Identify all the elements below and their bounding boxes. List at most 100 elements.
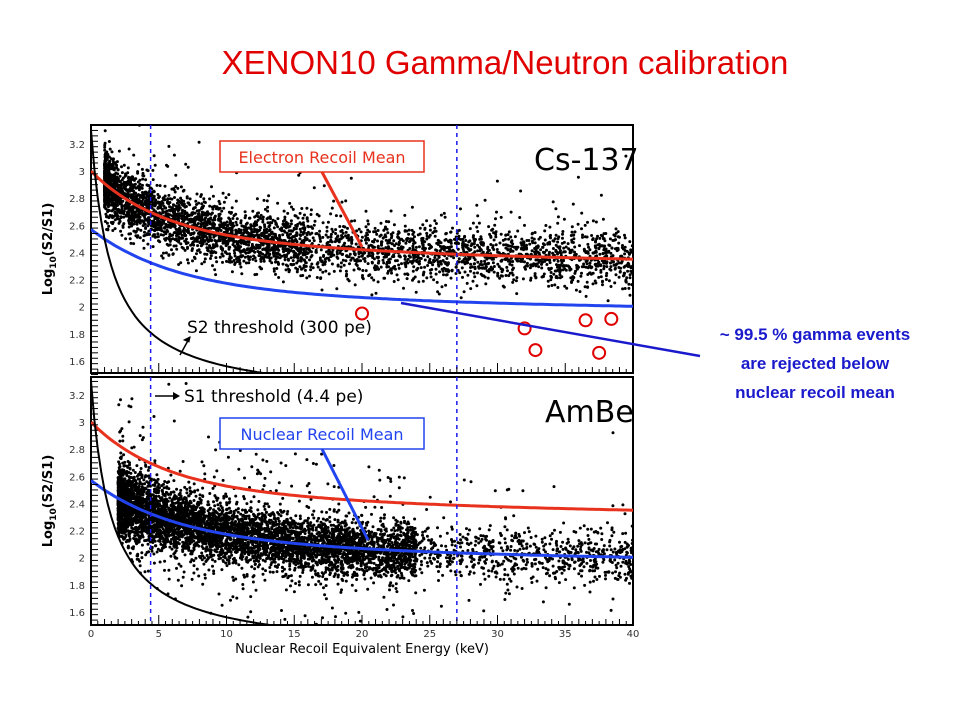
data-point (556, 265, 560, 269)
data-point (110, 150, 114, 154)
data-point (406, 237, 410, 240)
data-point (349, 176, 353, 180)
data-point (556, 221, 560, 225)
data-point (591, 251, 595, 255)
data-point (107, 161, 111, 165)
data-point (471, 279, 475, 283)
data-point (441, 245, 445, 249)
data-point (604, 278, 608, 281)
data-point (607, 243, 611, 247)
data-point (141, 197, 145, 201)
data-point (617, 241, 621, 245)
data-point (554, 250, 558, 253)
data-point (114, 176, 118, 180)
data-point (617, 275, 621, 279)
data-point (473, 250, 477, 254)
data-point (583, 223, 587, 227)
data-point (509, 249, 513, 253)
data-point (233, 263, 237, 266)
data-point (581, 235, 584, 239)
data-point (141, 224, 145, 228)
data-point (299, 234, 303, 237)
data-point (489, 235, 493, 239)
data-point (543, 229, 547, 233)
data-point (298, 237, 302, 241)
data-point (330, 227, 334, 231)
data-point (308, 274, 311, 278)
data-point (250, 244, 254, 248)
data-point (458, 533, 462, 536)
data-point (307, 248, 311, 251)
data-point (556, 215, 560, 219)
data-point (547, 267, 551, 270)
data-point (106, 165, 110, 168)
data-point (188, 220, 192, 224)
data-point (408, 255, 412, 259)
data-point (614, 263, 618, 267)
data-point (117, 208, 121, 212)
data-point (386, 239, 390, 243)
data-point (364, 234, 368, 238)
data-point (298, 517, 302, 521)
data-point (419, 266, 423, 270)
data-point (251, 209, 255, 213)
data-point (230, 222, 234, 226)
data-point (557, 235, 561, 239)
data-point (623, 252, 627, 256)
data-point (239, 219, 243, 223)
data-point (292, 249, 296, 253)
data-point (386, 241, 390, 245)
data-point (330, 606, 334, 610)
data-point (208, 204, 212, 208)
data-point (340, 200, 344, 204)
data-point (276, 217, 280, 221)
data-point (586, 220, 589, 224)
data-point (228, 226, 232, 230)
data-point (197, 140, 201, 144)
data-point (588, 261, 592, 265)
data-point (359, 230, 363, 234)
data-point (193, 257, 197, 260)
data-point (422, 270, 426, 274)
data-point (514, 257, 518, 261)
data-point (305, 246, 308, 250)
data-point (248, 216, 252, 220)
data-point (559, 264, 563, 267)
data-point (215, 260, 219, 264)
data-point (383, 235, 387, 239)
data-point (623, 245, 627, 249)
data-point (548, 242, 552, 246)
data-point (397, 236, 401, 240)
data-point (289, 584, 292, 588)
data-point (141, 183, 144, 187)
data-point (554, 207, 558, 211)
data-point (109, 165, 113, 169)
data-point (536, 250, 540, 254)
data-point (185, 196, 189, 200)
data-point (222, 200, 226, 204)
data-point (444, 238, 448, 241)
data-point (257, 233, 261, 237)
data-point (524, 267, 527, 271)
data-point (152, 228, 156, 232)
data-point (421, 223, 425, 227)
data-point (361, 269, 365, 272)
data-point (510, 245, 514, 248)
data-point (611, 260, 615, 264)
data-point (350, 238, 354, 242)
data-point (134, 230, 138, 234)
data-point (594, 268, 598, 271)
data-point (103, 172, 107, 176)
data-point (177, 236, 181, 240)
data-point (167, 144, 171, 148)
data-point (153, 235, 157, 239)
data-point (184, 237, 188, 241)
data-point (630, 250, 633, 254)
data-point (208, 217, 212, 221)
data-point (159, 223, 163, 227)
data-point (118, 211, 122, 215)
data-point (106, 171, 110, 175)
data-point (359, 251, 363, 255)
data-point (364, 238, 367, 242)
data-point (534, 545, 538, 549)
